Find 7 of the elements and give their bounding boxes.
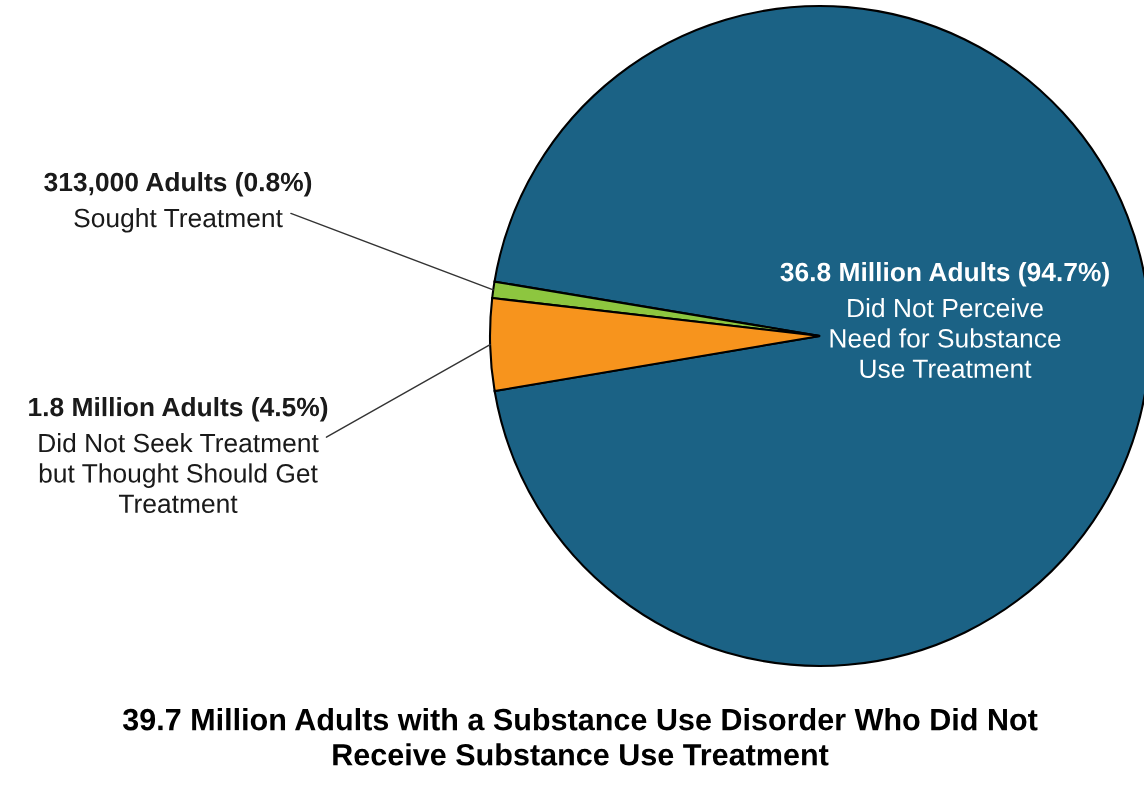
data-label: 1.8 Million Adults (4.5%) <box>29 397 328 422</box>
slice-label: Did Not Seek Treatment but Thought Should Get Treatment <box>39 433 319 514</box>
slice-label: Sought Treatment <box>74 208 283 233</box>
text: 39.7 Million Adults with a Substance Use Disorder Who Did Not Receive Substance Use Treatment <box>122 708 1038 766</box>
data-label: 313,000 Adults (0.8%) <box>44 172 312 197</box>
data-label: 36.8 Million Adults (94.7%) <box>780 262 1109 287</box>
slice-label: Did Not Perceive Need for Substance Use Treatment <box>830 298 1061 379</box>
